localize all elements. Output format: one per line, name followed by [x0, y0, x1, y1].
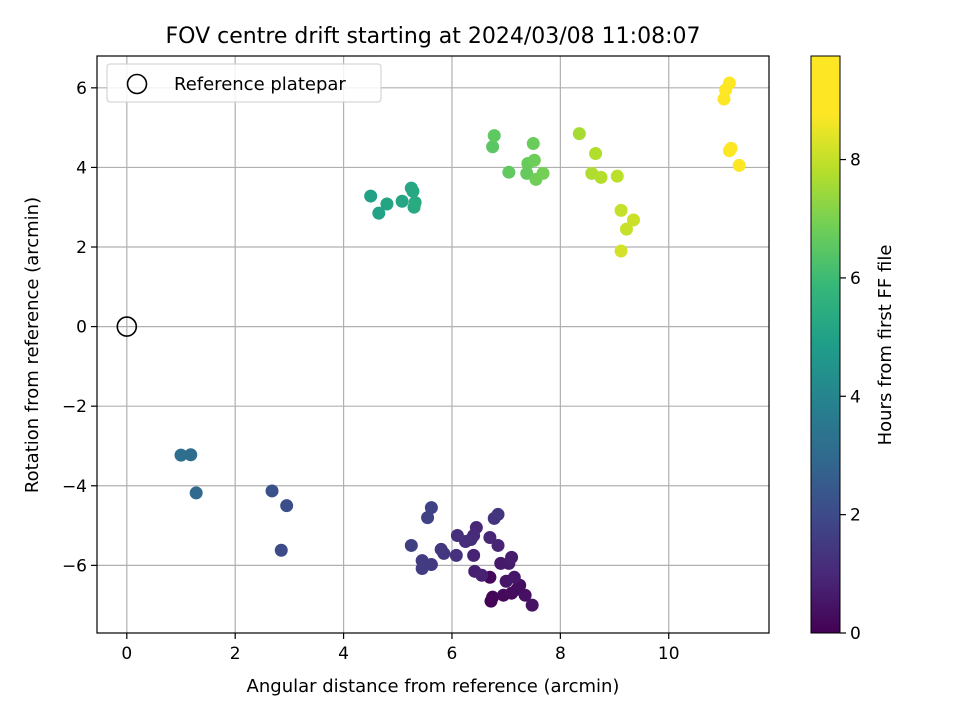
legend-open-circle-marker [126, 73, 148, 95]
y-tick-label: 0 [76, 318, 87, 338]
data-point [395, 194, 409, 208]
plot-frame [96, 55, 770, 634]
data-point [507, 570, 521, 584]
y-tick-label: 4 [76, 158, 87, 178]
y-tick-label: −4 [62, 477, 87, 497]
data-point [724, 141, 738, 155]
grid [97, 56, 769, 633]
data-point [589, 146, 603, 160]
data-point [614, 203, 628, 217]
data-point [619, 222, 633, 236]
legend: Reference platepar [106, 63, 382, 103]
data-point [174, 448, 188, 462]
colorbar-tick-label: 4 [850, 387, 861, 407]
data-point [449, 548, 463, 562]
colorbar-ticks: 0 2 4 6 8 [840, 151, 861, 644]
x-tick-label: 4 [338, 644, 349, 664]
y-tick-label: −6 [62, 556, 87, 576]
data-point [189, 486, 203, 500]
colorbar-gradient [810, 55, 841, 634]
data-point [467, 548, 481, 562]
data-point [491, 507, 505, 521]
colorbar: 0 2 4 6 8 Hours from first FF file [810, 55, 896, 644]
x-tick-label: 6 [447, 644, 458, 664]
x-tick-label: 10 [658, 644, 680, 664]
x-tick-label: 8 [555, 644, 566, 664]
colorbar-tick-label: 2 [850, 506, 861, 526]
data-point [627, 213, 641, 227]
data-point [732, 158, 746, 172]
data-point [421, 511, 435, 525]
colorbar-tick-label: 8 [850, 151, 861, 171]
x-tick-label: 0 [121, 644, 132, 664]
data-point [184, 448, 198, 462]
data-point [518, 588, 532, 602]
y-tick-label: 2 [76, 238, 87, 258]
x-tick-label: 2 [230, 644, 241, 664]
data-point [527, 153, 541, 167]
data-point [487, 129, 501, 143]
colorbar-tick-label: 0 [850, 624, 861, 644]
chart-title: FOV centre drift starting at 2024/03/08 … [166, 24, 701, 49]
x-axis-ticks: 0 2 4 6 8 10 [121, 633, 680, 664]
data-point [450, 529, 464, 543]
data-point [526, 137, 540, 151]
data-point [536, 166, 550, 180]
y-axis-ticks: −6 −4 −2 0 2 4 6 [62, 79, 97, 576]
legend-box [106, 63, 382, 103]
data-point [505, 550, 519, 564]
data-point [408, 195, 422, 209]
x-axis-label: Angular distance from reference (arcmin) [247, 676, 620, 697]
colorbar-label: Hours from first FF file [875, 245, 896, 446]
data-points [174, 76, 746, 612]
data-point [372, 206, 386, 220]
data-point [610, 169, 624, 183]
data-point [434, 542, 448, 556]
data-point [486, 590, 500, 604]
data-point [475, 568, 489, 582]
data-point [274, 543, 288, 557]
colorbar-tick-label: 6 [850, 269, 861, 289]
data-point [380, 197, 394, 211]
data-point [483, 530, 497, 544]
data-point [520, 166, 534, 180]
data-point [525, 598, 539, 612]
data-point [502, 165, 516, 179]
data-point [406, 184, 420, 198]
legend-label-reference-platepar: Reference platepar [174, 74, 346, 95]
data-point [594, 170, 608, 184]
data-point [404, 538, 418, 552]
data-point [364, 189, 378, 203]
data-point [572, 127, 586, 141]
y-tick-label: −2 [62, 397, 87, 417]
data-point [614, 244, 628, 258]
data-point [265, 484, 279, 498]
data-point [722, 76, 736, 90]
reference-platepar-marker [116, 316, 138, 337]
y-axis-label: Rotation from reference (arcmin) [22, 197, 43, 493]
data-point [280, 499, 294, 513]
data-point [424, 501, 438, 515]
y-tick-label: 6 [76, 79, 87, 99]
data-point [491, 538, 505, 552]
data-point [415, 562, 429, 576]
data-point [486, 140, 500, 154]
